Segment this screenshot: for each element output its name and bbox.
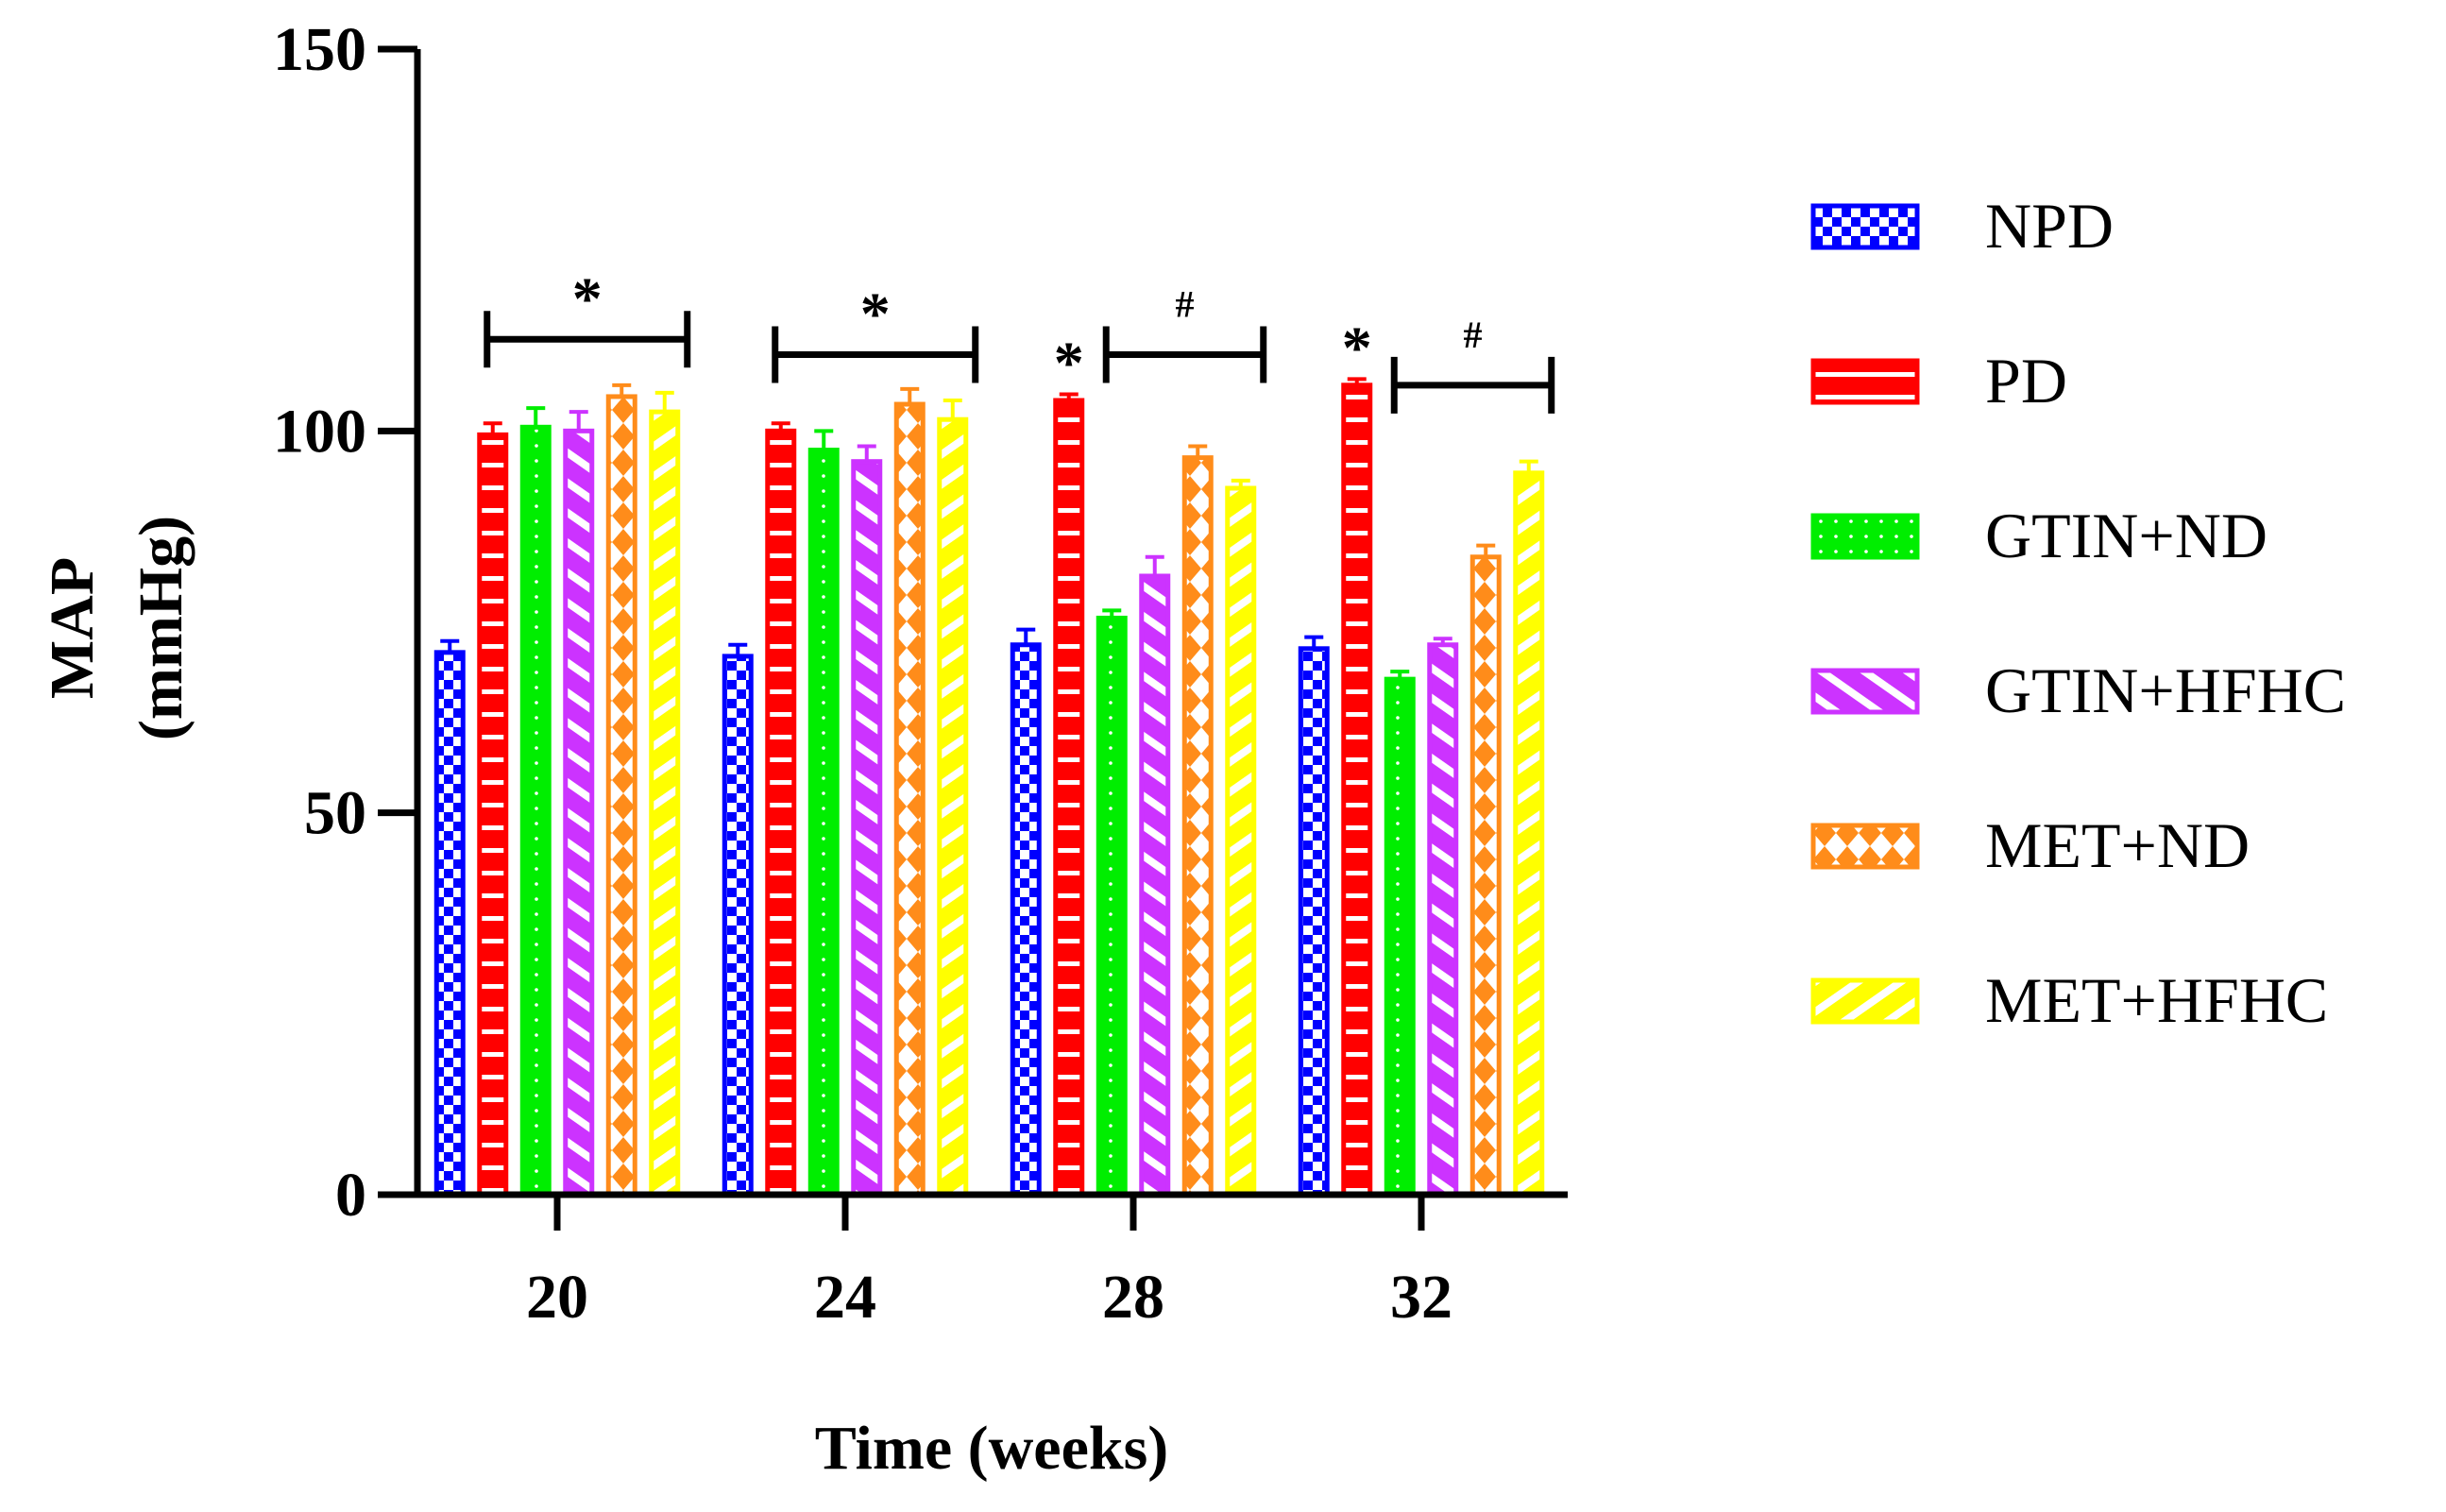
y-axis-label-line1: MAP [38,557,107,699]
x-tick-label: 28 [1102,1263,1164,1332]
bar-pd-week-20 [477,432,509,1198]
legend-swatch-pd [1810,358,1920,405]
significance-marker: # [1176,282,1195,325]
bar-pd-week-28 [1053,398,1085,1198]
legend-swatch-gtin-nd [1810,513,1920,560]
bar-gtin-hfhc-week-28 [1139,573,1171,1198]
bar-met-hfhc-week-32 [1513,470,1545,1198]
legend-label: GTIN+ND [1985,500,2268,571]
error-bars-layer [440,377,1538,680]
bar-met-hfhc-week-24 [937,416,969,1198]
bar-pd-week-24 [765,428,797,1198]
bar-met-nd-week-24 [893,401,926,1198]
significance-marker: * [572,264,603,331]
x-tick-label: 24 [814,1263,876,1332]
bar-npd-week-28 [1010,642,1042,1198]
bar-met-nd-week-32 [1469,554,1502,1198]
bar-npd-week-20 [433,650,466,1198]
legend-swatch-gtin-hfhc [1810,668,1920,715]
legend-label: PD [1985,345,2067,416]
bar-met-nd-week-20 [605,394,637,1198]
legend-label: MET+HFHC [1985,964,2328,1036]
y-tick-label: 0 [335,1161,366,1230]
y-tick-label: 150 [273,15,366,84]
bar-met-hfhc-week-28 [1225,485,1257,1198]
legend-swatch-npd [1810,203,1920,250]
bars-layer [433,382,1545,1198]
significance-marker: * [1054,330,1084,397]
significance-marker: # [1464,314,1483,356]
significance-marker: * [860,280,891,347]
bar-met-nd-week-28 [1181,455,1214,1198]
legend-swatch-met-hfhc [1810,977,1920,1025]
bar-pd-week-32 [1341,382,1373,1198]
bar-gtin-nd-week-32 [1384,676,1416,1198]
bar-npd-week-24 [722,654,754,1198]
y-axis-label-line2: (mmHg) [127,516,195,740]
legend-swatch-met-nd [1810,823,1920,870]
bar-gtin-nd-week-28 [1096,615,1128,1198]
x-ticks: 20 24 28 32 [526,1195,1452,1332]
legend: NPD PD GTIN+ND GTIN+HFHC MET+ND MET+HFHC [1810,190,2346,1036]
x-tick-label: 32 [1390,1263,1452,1332]
legend-label: NPD [1985,190,2114,262]
bar-npd-week-32 [1298,646,1330,1198]
x-tick-label: 20 [526,1263,588,1332]
bar-gtin-hfhc-week-24 [851,459,883,1198]
bar-gtin-nd-week-20 [519,424,552,1198]
axes [414,49,1568,1198]
annotations-layer: * * * # * # [484,264,1555,414]
significance-marker: * [1342,314,1372,381]
x-axis-label: Time (weeks) [815,1414,1169,1483]
y-tick-label: 50 [304,779,366,848]
y-tick-label: 100 [273,397,366,466]
bar-met-hfhc-week-20 [649,409,681,1198]
bar-gtin-nd-week-24 [807,448,840,1198]
bar-gtin-hfhc-week-32 [1427,642,1459,1198]
bar-gtin-hfhc-week-20 [563,428,595,1198]
legend-label: MET+ND [1985,809,2250,881]
legend-label: GTIN+HFHC [1985,654,2346,726]
y-ticks: 0 50 100 150 [273,15,417,1230]
